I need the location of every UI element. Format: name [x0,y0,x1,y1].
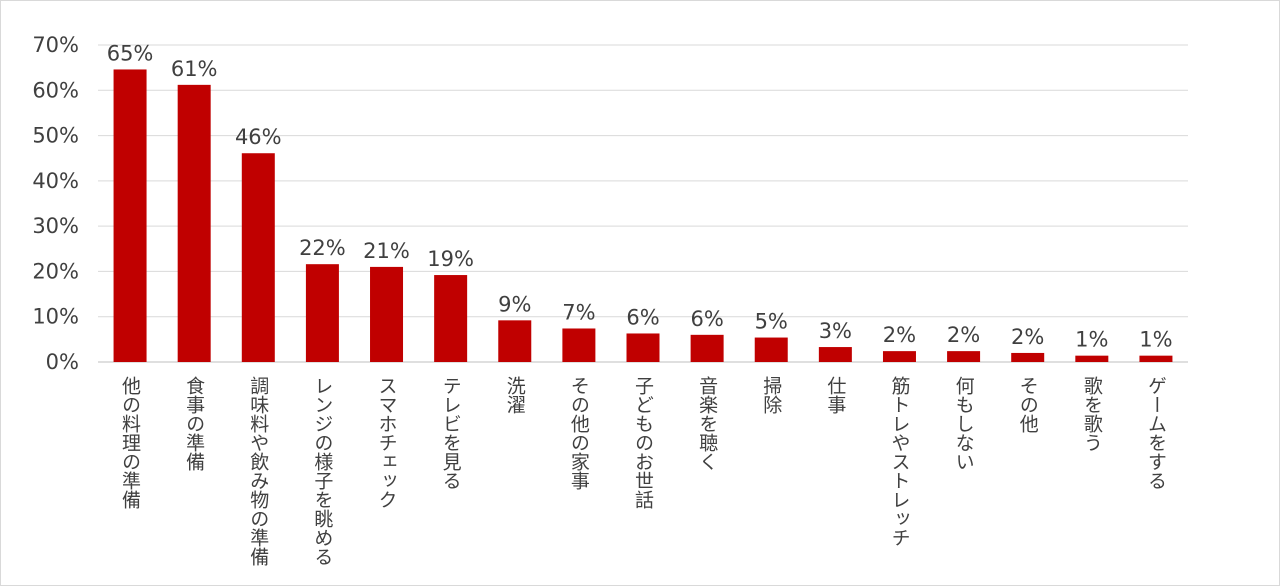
category-label: 筋トレやストレッチ [888,376,910,547]
y-tick-label: 40% [32,169,79,193]
y-tick-label: 10% [32,305,79,329]
category-label: 歌を歌う [1081,376,1103,452]
category-label: 音楽を聴く [696,376,718,471]
data-label: 6% [626,305,659,329]
y-tick-label: 60% [32,78,79,102]
bar [370,266,404,362]
category-label: ゲームをする [1145,376,1167,490]
bar [434,275,468,362]
data-label: 1% [1139,328,1172,352]
data-label: 21% [363,239,410,263]
bar [947,351,981,362]
category-label: その他 [1017,376,1039,433]
category-label: 何もしない [953,376,975,471]
y-tick-label: 0% [46,350,79,374]
bar [305,264,339,362]
data-label: 7% [562,300,595,324]
bar [1011,352,1045,362]
bar [754,337,788,362]
category-label: レンジの様子を眺める [311,376,333,566]
bar [1139,355,1173,362]
bar [113,69,147,362]
bar [690,334,724,362]
data-label: 6% [690,307,723,331]
data-label: 9% [498,292,531,316]
category-label: 調味料や飲み物の準備 [247,376,269,566]
y-tick-label: 50% [32,124,79,148]
data-label: 22% [299,236,346,260]
bar [177,84,211,362]
bar [241,153,275,362]
bar [498,320,532,362]
y-tick-label: 20% [32,259,79,283]
data-label: 65% [107,41,154,65]
data-label: 2% [883,323,916,347]
data-label: 2% [947,323,980,347]
category-label: 他の料理の準備 [119,376,141,509]
bar [562,328,596,362]
category-label: 洗濯 [504,376,526,414]
data-label: 46% [235,125,282,149]
bar [626,333,660,362]
category-label: 仕事 [824,376,846,414]
data-label: 2% [1011,325,1044,349]
data-label: 1% [1075,328,1108,352]
bar [1075,355,1109,362]
data-label: 3% [819,319,852,343]
category-label: テレビを見る [440,376,462,490]
y-tick-label: 30% [32,214,79,238]
data-label: 19% [427,247,474,271]
bar [818,347,852,362]
data-label: 5% [755,310,788,334]
category-label: その他の家事 [568,376,590,490]
data-label: 61% [171,57,218,81]
category-label: 子どものお世話 [632,376,654,509]
bar [882,351,916,362]
y-tick-label: 70% [32,33,79,57]
category-label: 食事の準備 [183,376,205,471]
category-label: スマホチェック [376,376,398,509]
category-label: 掃除 [760,376,782,414]
